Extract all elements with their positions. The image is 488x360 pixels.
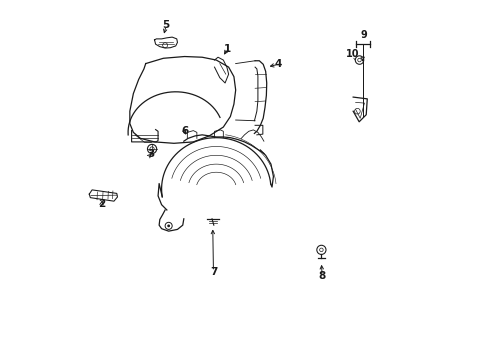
Text: 10: 10 — [346, 49, 359, 59]
Text: 9: 9 — [360, 30, 366, 40]
Text: 5: 5 — [162, 21, 169, 31]
Text: 6: 6 — [181, 126, 188, 136]
Text: 1: 1 — [224, 44, 231, 54]
Circle shape — [167, 224, 170, 227]
Text: 2: 2 — [98, 199, 105, 209]
Text: 4: 4 — [274, 59, 282, 69]
Text: 7: 7 — [209, 267, 217, 277]
Text: 3: 3 — [147, 149, 154, 159]
Text: 8: 8 — [318, 271, 325, 281]
